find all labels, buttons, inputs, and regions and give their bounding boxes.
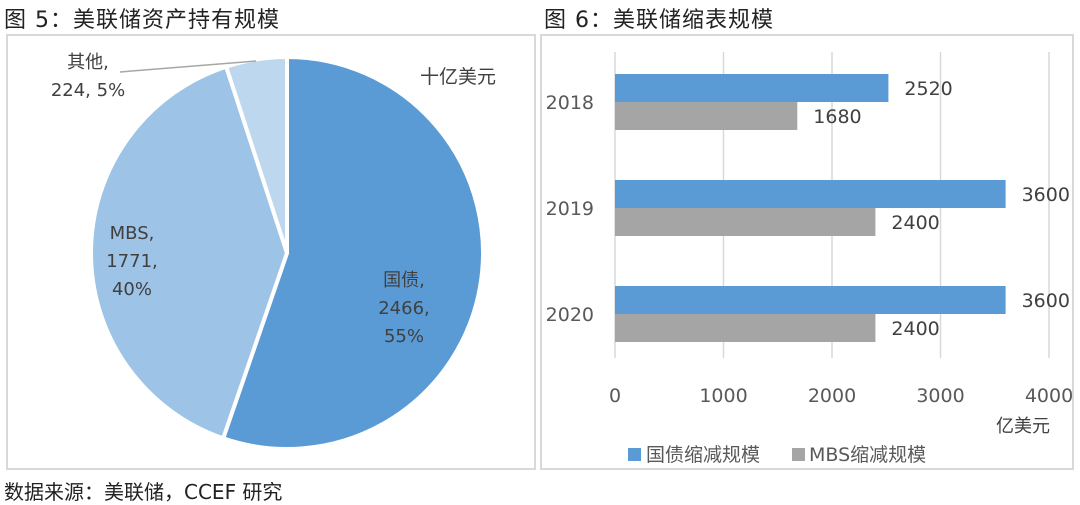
pie-slice-mbs bbox=[89, 64, 290, 441]
x-tick-label: 0 bbox=[609, 385, 621, 407]
pie-unit-label: 十亿美元 bbox=[420, 66, 496, 88]
figure-5-title: 图 5：美联储资产持有规模 bbox=[4, 8, 280, 33]
pie-label-mbs: MBS, 1771, 40% bbox=[106, 223, 158, 300]
pie-slice-other bbox=[223, 54, 289, 254]
legend-swatch-mbs bbox=[792, 448, 805, 461]
data-source-note: 数据来源：美联储，CCEF 研究 bbox=[4, 480, 283, 504]
bar-value-label: 2400 bbox=[891, 212, 939, 234]
legend-swatch-treasury bbox=[628, 448, 641, 461]
bar-value-label: 3600 bbox=[1022, 184, 1070, 206]
y-category-label: 2019 bbox=[546, 198, 594, 220]
x-tick-label: 3000 bbox=[916, 385, 964, 407]
pie-label-treasury: 国债, 2466, 55% bbox=[378, 270, 430, 347]
bar-treasury bbox=[615, 180, 1006, 208]
figure-6-title: 图 6：美联储缩表规模 bbox=[544, 8, 774, 33]
bar-mbs bbox=[615, 102, 798, 130]
pie-chart: 国债, 2466, 55% MBS, 1771, 40% 其他, 224, 5% 十亿美元 bbox=[51, 52, 496, 451]
x-tick-label: 1000 bbox=[699, 385, 747, 407]
bar-mbs bbox=[615, 208, 876, 236]
x-axis-unit: 亿美元 bbox=[996, 416, 1050, 437]
pie-chart-panel: 国债, 2466, 55% MBS, 1771, 40% 其他, 224, 5% 十亿美元 bbox=[6, 34, 536, 470]
legend-label-mbs: MBS缩减规模 bbox=[809, 444, 926, 466]
bar-value-label: 2400 bbox=[891, 318, 939, 340]
bar-treasury bbox=[615, 74, 889, 102]
legend: 国债缩减规模 MBS缩减规模 bbox=[628, 444, 926, 466]
bar-value-label: 3600 bbox=[1022, 290, 1070, 312]
bar-chart-panel: 0 1000 2000 3000 4000 2018 2520 1680 2019 3600 240… bbox=[540, 34, 1074, 470]
pie-label-other: 其他, 224, 5% bbox=[51, 52, 125, 101]
bar-mbs bbox=[615, 314, 876, 342]
y-category-label: 2020 bbox=[546, 304, 594, 326]
bar-treasury bbox=[615, 286, 1006, 314]
bar-chart: 0 1000 2000 3000 4000 2018 2520 1680 2019 3600 240… bbox=[546, 52, 1073, 466]
legend-label-treasury: 国债缩减规模 bbox=[646, 444, 760, 466]
x-tick-label: 4000 bbox=[1025, 385, 1072, 407]
bar-value-label: 1680 bbox=[813, 106, 861, 128]
leader-line-other bbox=[119, 60, 257, 73]
y-category-label: 2018 bbox=[546, 92, 594, 114]
bar-value-label: 2520 bbox=[904, 78, 952, 100]
x-tick-label: 2000 bbox=[808, 385, 856, 407]
